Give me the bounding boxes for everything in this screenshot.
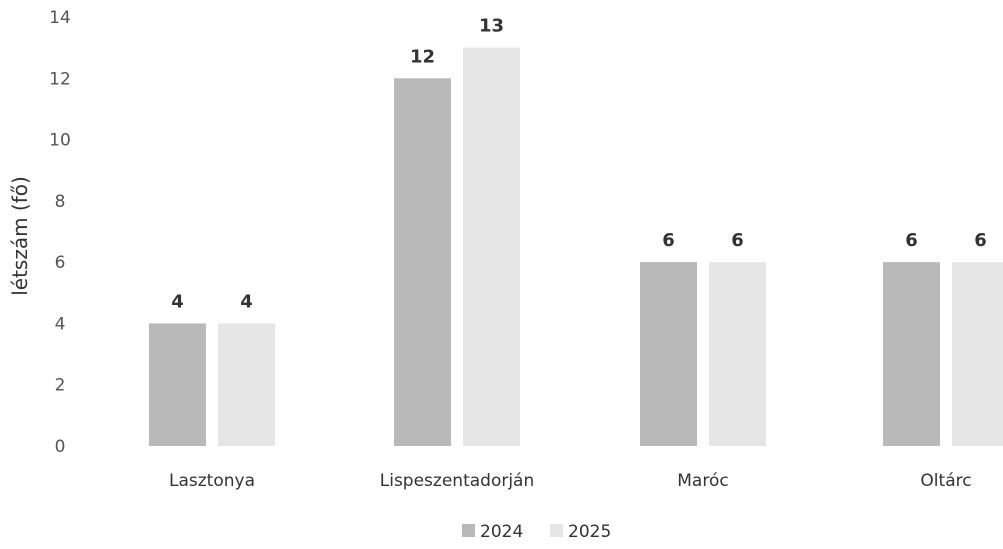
- data-label: 4: [171, 291, 184, 312]
- y-tick-label: 6: [55, 253, 66, 273]
- data-label: 13: [479, 16, 504, 37]
- y-axis-ticks: 0 2 4 6 8 10 12 14: [49, 8, 71, 457]
- legend-swatch: [550, 524, 563, 537]
- category-labels: Lasztonya Lispeszentadorján Maróc Oltárc: [169, 471, 972, 491]
- data-labels: 4 4 12 13 6 6 6 6: [171, 16, 987, 313]
- data-label: 6: [905, 230, 918, 251]
- y-tick-label: 10: [49, 131, 71, 151]
- bar-2025-3: [709, 262, 766, 446]
- bar-2025-1: [218, 323, 275, 446]
- category-label: Lasztonya: [169, 471, 255, 491]
- y-tick-label: 8: [55, 192, 66, 212]
- bar-2025-4: [952, 262, 1003, 446]
- legend: 2024 2025: [462, 522, 611, 542]
- bars: [149, 47, 1003, 447]
- bar-2024-1: [149, 323, 206, 446]
- y-tick-label: 12: [49, 69, 71, 89]
- bar-2025-2: [463, 47, 520, 447]
- y-tick-label: 2: [55, 376, 66, 396]
- y-tick-label: 14: [49, 8, 71, 28]
- category-label: Maróc: [677, 471, 728, 491]
- data-label: 6: [731, 230, 744, 251]
- y-tick-label: 4: [55, 314, 66, 334]
- legend-label: 2024: [480, 522, 523, 542]
- category-label: Oltárc: [920, 471, 971, 491]
- data-label: 6: [974, 230, 987, 251]
- y-tick-label: 0: [55, 437, 66, 457]
- bar-2024-2: [394, 78, 451, 447]
- y-axis-title: létszám (fő): [8, 176, 32, 296]
- legend-swatch: [462, 524, 475, 537]
- data-label: 4: [240, 291, 253, 312]
- category-label: Lispeszentadorján: [380, 471, 535, 491]
- bar-2024-4: [883, 262, 940, 446]
- data-label: 6: [662, 230, 675, 251]
- bar-2024-3: [640, 262, 697, 446]
- data-label: 12: [410, 46, 435, 67]
- legend-label: 2025: [568, 522, 611, 542]
